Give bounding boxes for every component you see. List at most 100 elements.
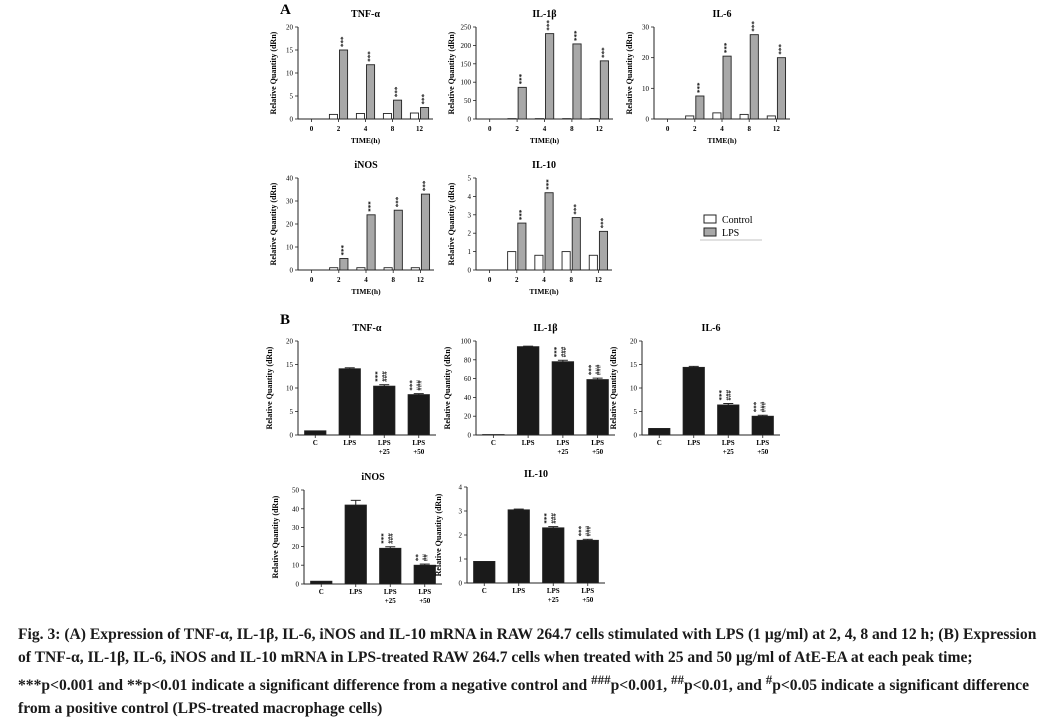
bar-control — [410, 113, 418, 119]
bar-control — [589, 255, 597, 270]
x-tick-label: C — [313, 439, 318, 447]
y-tick-label: 2 — [459, 532, 463, 540]
x-tick-label: 2 — [515, 125, 519, 133]
y-tick-label: 0 — [646, 116, 650, 124]
legend: Control LPS — [700, 215, 762, 240]
legend-label-lps: LPS — [722, 228, 739, 239]
legend-swatch-control — [704, 215, 716, 223]
bar-control — [767, 116, 775, 119]
y-tick-label: 5 — [634, 408, 638, 416]
bar-control — [357, 268, 365, 270]
x-tick-label: 4 — [364, 276, 368, 284]
bar — [718, 405, 739, 435]
x-tick-label: 4 — [720, 125, 724, 133]
panel-label-a: A — [280, 2, 291, 18]
y-tick-label: 1 — [468, 248, 472, 256]
chart-title: IL-10 — [532, 160, 556, 171]
bar-control — [508, 252, 516, 270]
bar — [311, 581, 332, 584]
y-axis-label: Relative Quantity (dRn) — [265, 346, 274, 429]
bar — [474, 561, 495, 583]
bar-lps — [340, 259, 348, 271]
significance-mark: *** — [573, 30, 581, 41]
bar — [543, 528, 564, 583]
x-tick-label: 8 — [391, 125, 395, 133]
chart-title: iNOS — [354, 160, 378, 171]
y-tick-label: 5 — [290, 93, 294, 101]
bar-lps — [600, 61, 608, 119]
y-axis-label: Relative Quantity (dRn) — [625, 31, 634, 114]
bar — [552, 362, 574, 435]
y-tick-label: 20 — [464, 413, 472, 421]
caption-text-c: p<0.01, and — [684, 677, 766, 694]
x-tick-label: 4 — [364, 125, 368, 133]
x-tick-label: LPS — [349, 588, 362, 596]
bar — [649, 428, 670, 435]
bar-lps — [696, 96, 704, 119]
y-axis-label: Relative Quantity (dRn) — [269, 31, 278, 114]
chart-title: TNF-α — [351, 9, 380, 20]
x-axis-label: TIME(h) — [351, 287, 381, 296]
y-axis-label: Relative Quantity (dRn) — [443, 346, 452, 429]
x-tick-label: 2 — [337, 276, 341, 284]
bar — [577, 540, 598, 583]
significance-mark: ### — [387, 533, 395, 544]
significance-mark: *** — [421, 94, 429, 105]
bar-control — [713, 113, 721, 119]
bar-lps — [340, 50, 348, 119]
chart-title: IL-10 — [524, 469, 548, 480]
significance-mark: *** — [367, 201, 375, 212]
x-tick-label: +25 — [723, 448, 734, 456]
significance-mark: *** — [545, 179, 553, 190]
significance-mark: *** — [750, 21, 758, 32]
y-tick-label: 40 — [286, 175, 294, 183]
y-tick-label: 50 — [292, 487, 300, 495]
y-tick-label: 10 — [286, 70, 294, 78]
x-tick-label: +50 — [757, 448, 768, 456]
significance-mark: ### — [560, 346, 568, 357]
x-tick-label: LPS — [343, 439, 356, 447]
caption-fig-label: Fig. 3: — [18, 626, 60, 643]
x-axis-label: TIME(h) — [351, 136, 381, 145]
x-tick-label: +25 — [385, 597, 396, 605]
y-tick-label: 4 — [468, 193, 472, 201]
bar — [517, 347, 539, 435]
y-tick-label: 0 — [290, 116, 294, 124]
x-tick-label: +25 — [379, 448, 390, 456]
y-tick-label: 150 — [461, 60, 472, 68]
bar-lps — [518, 87, 526, 119]
y-tick-label: 15 — [286, 361, 294, 369]
y-axis-label: Relative Quantity (dRn) — [447, 182, 456, 265]
x-tick-label: 8 — [747, 125, 751, 133]
bar-control — [356, 113, 364, 119]
bar — [305, 431, 326, 435]
y-tick-label: 50 — [464, 97, 472, 105]
y-axis-label: Relative Quantity (dRn) — [434, 493, 443, 576]
y-axis-label: Relative Quantity (dRn) — [269, 182, 278, 265]
bar — [345, 505, 366, 584]
y-tick-label: 10 — [286, 385, 294, 393]
significance-mark: ### — [416, 380, 424, 391]
legend-label-control: Control — [722, 215, 753, 226]
bar-lps — [723, 56, 731, 119]
x-tick-label: 4 — [542, 276, 546, 284]
y-tick-label: 4 — [459, 484, 463, 492]
bar — [683, 367, 704, 435]
x-tick-label: 2 — [693, 125, 697, 133]
y-tick-label: 60 — [464, 375, 472, 383]
significance-mark: *** — [340, 245, 348, 256]
y-tick-label: 3 — [459, 508, 463, 516]
x-tick-label: +25 — [557, 448, 568, 456]
x-tick-label: +50 — [582, 596, 593, 604]
x-tick-label: C — [657, 439, 662, 447]
x-tick-label: +50 — [592, 448, 603, 456]
significance-mark: *** — [518, 209, 526, 220]
x-tick-label: LPS — [378, 439, 391, 447]
